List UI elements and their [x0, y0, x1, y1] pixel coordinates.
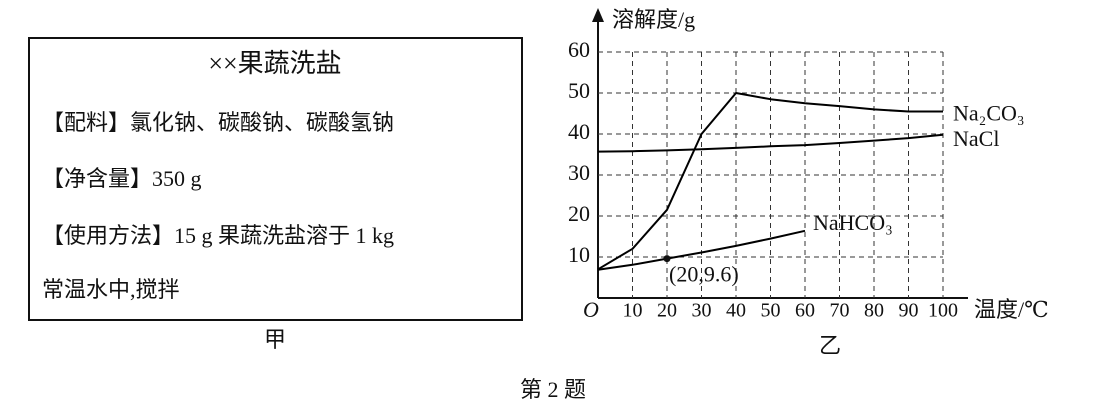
y-tick-label: 20 [568, 201, 590, 226]
y-arrow [592, 8, 604, 22]
x-tick-label: 70 [830, 300, 850, 322]
x-tick-label: 30 [692, 300, 712, 322]
series-label: NaHCO₃ [813, 210, 893, 235]
y-tick-label: 50 [568, 78, 590, 103]
x-tick-label: 20 [657, 300, 677, 322]
x-tick-label: 10 [623, 300, 643, 322]
x-tick-label: 90 [899, 300, 919, 322]
y-tick-label: 30 [568, 160, 590, 185]
box-line: 【配料】氯化钠、碳酸钠、碳酸氢钠 [42, 110, 394, 135]
series-label: NaCl [953, 126, 999, 151]
origin-label: O [583, 297, 599, 322]
y-tick-label: 40 [568, 119, 590, 144]
caption: 第 2 题 [520, 377, 586, 402]
series-line [597, 229, 806, 271]
x-tick-label: 80 [864, 300, 884, 322]
series-line [597, 133, 944, 153]
box-title: ××果蔬洗盐 [208, 49, 341, 78]
caption: 甲 [264, 327, 286, 352]
y-tick-label: 10 [568, 242, 590, 267]
y-tick-label: 60 [568, 37, 590, 62]
annotation: (20,9.6) [669, 262, 739, 287]
annotation-point [663, 255, 671, 263]
box-line: 常温水中,搅拌 [42, 277, 180, 302]
x-tick-label: 100 [928, 300, 958, 322]
caption: 乙 [819, 333, 841, 358]
x-tick-label: 60 [795, 300, 815, 322]
x-tick-label: 40 [726, 300, 746, 322]
x-tick-label: 50 [761, 300, 781, 322]
series-line [597, 92, 943, 271]
series-label: Na₂CO₃ [953, 100, 1025, 125]
label-box [28, 37, 523, 321]
box-line: 【净含量】350 g [42, 166, 202, 191]
x-axis-label: 温度/℃ [974, 297, 1049, 322]
y-axis-label: 溶解度/g [612, 7, 695, 32]
box-line: 【使用方法】15 g 果蔬洗盐溶于 1 kg [42, 223, 394, 248]
